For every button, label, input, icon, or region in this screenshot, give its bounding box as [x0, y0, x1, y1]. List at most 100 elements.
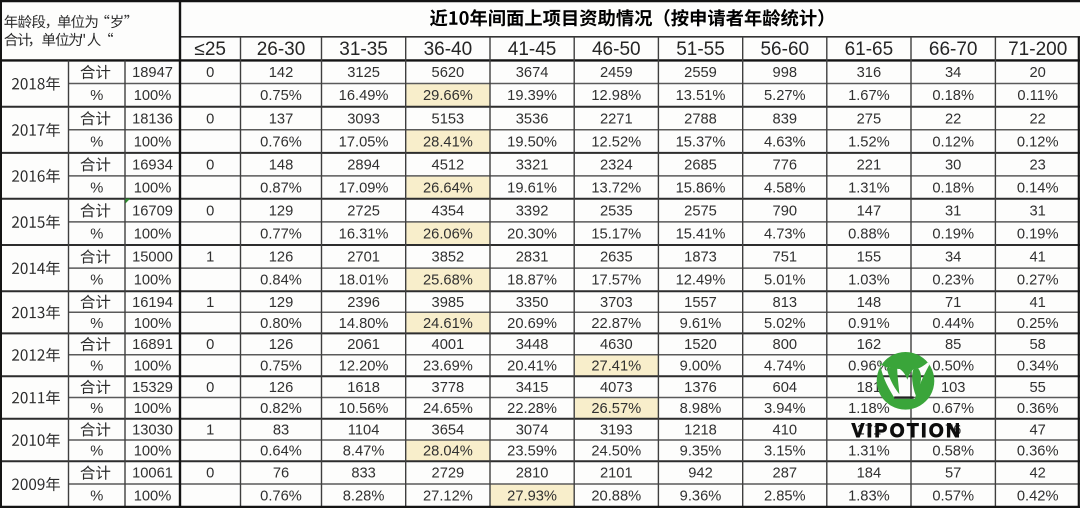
svg-text:24.65%: 24.65% — [423, 401, 473, 417]
svg-text:26.06%: 26.06% — [423, 227, 473, 243]
svg-text:47: 47 — [1030, 423, 1046, 439]
svg-text:3674: 3674 — [516, 65, 549, 81]
svg-text:0: 0 — [206, 337, 214, 353]
svg-text:%: % — [90, 444, 103, 460]
svg-text:2559: 2559 — [684, 65, 717, 81]
svg-text:0: 0 — [206, 466, 214, 482]
svg-text:148: 148 — [269, 157, 294, 173]
svg-text:4.74%: 4.74% — [764, 359, 806, 375]
svg-text:51-55: 51-55 — [676, 39, 725, 60]
svg-text:0.19%: 0.19% — [1017, 227, 1059, 243]
svg-text:10.56%: 10.56% — [339, 401, 389, 417]
svg-text:100%: 100% — [134, 489, 172, 505]
svg-text:22.87%: 22.87% — [591, 316, 641, 332]
svg-text:%: % — [90, 227, 103, 243]
svg-text:9.00%: 9.00% — [680, 359, 722, 375]
svg-text:100%: 100% — [134, 401, 172, 417]
svg-text:4.58%: 4.58% — [764, 180, 806, 196]
svg-text:100%: 100% — [134, 316, 172, 332]
svg-text:41-45: 41-45 — [508, 39, 557, 60]
svg-text:≤25: ≤25 — [194, 39, 226, 60]
svg-text:0.57%: 0.57% — [932, 489, 974, 505]
svg-text:42: 42 — [1030, 466, 1046, 482]
svg-text:61-65: 61-65 — [845, 39, 894, 60]
svg-text:1.31%: 1.31% — [848, 444, 890, 460]
svg-text:5.27%: 5.27% — [764, 88, 806, 104]
svg-text:2701: 2701 — [347, 250, 380, 266]
svg-text:3778: 3778 — [432, 380, 465, 396]
svg-text:0: 0 — [206, 203, 214, 219]
svg-text:148: 148 — [857, 295, 882, 311]
svg-text:3536: 3536 — [516, 111, 549, 127]
svg-text:41: 41 — [1030, 250, 1046, 266]
svg-text:100%: 100% — [134, 180, 172, 196]
svg-text:3392: 3392 — [516, 203, 549, 219]
svg-text:998: 998 — [773, 65, 798, 81]
svg-text:0.36%: 0.36% — [1017, 444, 1059, 460]
svg-text:4512: 4512 — [432, 157, 465, 173]
svg-text:%: % — [90, 489, 103, 505]
svg-text:22: 22 — [945, 111, 961, 127]
svg-text:29.66%: 29.66% — [423, 88, 473, 104]
svg-text:1873: 1873 — [684, 250, 717, 266]
svg-text:800: 800 — [773, 337, 798, 353]
svg-text:26-30: 26-30 — [257, 39, 306, 60]
svg-text:2101: 2101 — [600, 466, 633, 482]
svg-text:2810: 2810 — [516, 466, 549, 482]
svg-text:17.05%: 17.05% — [339, 134, 389, 150]
svg-text:58: 58 — [1030, 337, 1046, 353]
svg-text:15000: 15000 — [132, 250, 173, 266]
svg-text:942: 942 — [688, 466, 713, 482]
svg-text:103: 103 — [941, 380, 966, 396]
svg-text:833: 833 — [351, 466, 376, 482]
svg-text:2271: 2271 — [600, 111, 633, 127]
svg-text:31: 31 — [1030, 203, 1046, 219]
svg-text:66-70: 66-70 — [929, 39, 978, 60]
svg-text:20.41%: 20.41% — [507, 359, 557, 375]
svg-text:12.20%: 12.20% — [339, 359, 389, 375]
svg-text:3448: 3448 — [516, 337, 549, 353]
svg-text:15.41%: 15.41% — [676, 227, 726, 243]
svg-text:839: 839 — [773, 111, 798, 127]
svg-text:0.75%: 0.75% — [260, 88, 302, 104]
svg-text:15.37%: 15.37% — [676, 134, 726, 150]
svg-text:16709: 16709 — [132, 203, 173, 219]
svg-text:1104: 1104 — [348, 423, 380, 439]
svg-text:1.03%: 1.03% — [848, 273, 890, 289]
svg-text:10061: 10061 — [132, 466, 173, 482]
svg-text:3703: 3703 — [600, 295, 633, 311]
svg-text:0.11%: 0.11% — [1017, 88, 1058, 104]
svg-text:20.30%: 20.30% — [507, 227, 557, 243]
svg-text:%: % — [90, 134, 103, 150]
svg-text:0.76%: 0.76% — [260, 134, 302, 150]
svg-text:2575: 2575 — [684, 203, 717, 219]
svg-text:0.23%: 0.23% — [932, 273, 974, 289]
svg-text:0.67%: 0.67% — [932, 401, 974, 417]
svg-text:1: 1 — [206, 250, 214, 266]
svg-text:0.12%: 0.12% — [1017, 134, 1059, 150]
svg-text:16891: 16891 — [132, 337, 173, 353]
svg-text:3193: 3193 — [600, 423, 633, 439]
svg-text:0.14%: 0.14% — [1017, 180, 1059, 196]
svg-text:1618: 1618 — [347, 380, 380, 396]
svg-text:3415: 3415 — [516, 380, 549, 396]
svg-text:23: 23 — [1030, 157, 1046, 173]
svg-text:2535: 2535 — [600, 203, 633, 219]
svg-text:26.57%: 26.57% — [591, 401, 641, 417]
svg-text:2459: 2459 — [600, 65, 633, 81]
svg-text:2831: 2831 — [516, 250, 549, 266]
svg-text:34: 34 — [945, 65, 961, 81]
svg-text:3321: 3321 — [516, 157, 549, 173]
svg-text:171: 171 — [857, 423, 882, 439]
svg-text:137: 137 — [269, 111, 294, 127]
svg-text:16194: 16194 — [132, 295, 173, 311]
svg-text:16.31%: 16.31% — [339, 227, 389, 243]
svg-text:27.93%: 27.93% — [507, 489, 557, 505]
svg-text:15.86%: 15.86% — [676, 180, 726, 196]
svg-text:147: 147 — [857, 203, 882, 219]
svg-text:776: 776 — [773, 157, 798, 173]
svg-text:9.61%: 9.61% — [680, 316, 722, 332]
svg-text:0: 0 — [206, 111, 214, 127]
svg-text:751: 751 — [773, 250, 798, 266]
svg-text:17.09%: 17.09% — [339, 180, 389, 196]
